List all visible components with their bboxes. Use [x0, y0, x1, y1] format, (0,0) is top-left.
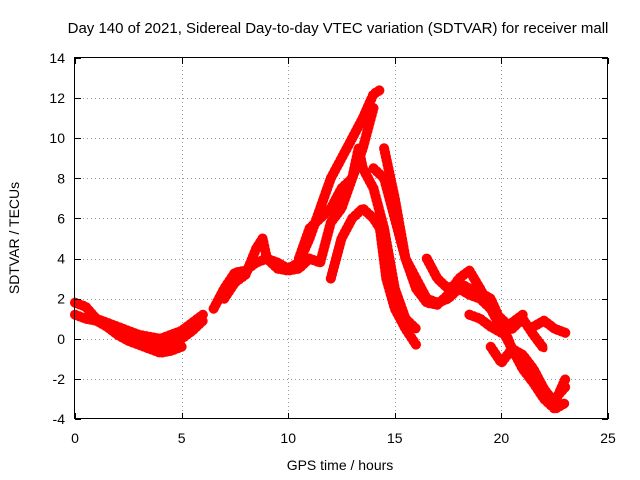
y-tick-label: 0 — [57, 331, 65, 347]
plot-area — [70, 85, 571, 414]
series-markers-trace-5 — [219, 103, 379, 304]
x-tick-label: 15 — [387, 430, 403, 446]
series-markers-trace-11 — [464, 309, 528, 338]
x-tick-label: 5 — [178, 430, 186, 446]
series-markers-trace-7 — [325, 203, 422, 350]
x-tick-label: 20 — [494, 430, 510, 446]
grid — [75, 58, 608, 419]
y-tick-label: 12 — [49, 90, 65, 106]
plot-frame — [74, 57, 608, 419]
series-markers-trace-3 — [134, 315, 208, 350]
x-axis-label: GPS time / hours — [287, 457, 394, 473]
y-tick-label: -2 — [53, 371, 66, 387]
series-markers-trace-13 — [528, 315, 571, 338]
x-tick-label: 10 — [280, 430, 296, 446]
series-markers-trace-2 — [70, 309, 187, 358]
y-tick-label: 2 — [57, 291, 65, 307]
y-tick-label: 8 — [57, 170, 65, 186]
chart-title: Day 140 of 2021, Sidereal Day-to-day VTE… — [68, 20, 609, 37]
y-tick-label: -4 — [53, 411, 66, 427]
y-tick-label: 4 — [57, 251, 65, 267]
series-markers-trace-9 — [379, 143, 571, 408]
x-tick-label: 25 — [600, 430, 616, 446]
y-axis-label: SDTVAR / TECUs — [6, 182, 22, 294]
axis-ticks: 0 5 10 15 20 25 -4 -2 0 2 4 6 8 10 12 14 — [49, 50, 616, 446]
series-markers-trace-12 — [485, 341, 571, 404]
y-tick-label: 6 — [57, 210, 65, 226]
series-markers-trace-6 — [293, 143, 422, 334]
y-tick-label: 10 — [49, 130, 65, 146]
x-tick-label: 0 — [71, 430, 79, 446]
y-tick-label: 14 — [49, 50, 65, 66]
